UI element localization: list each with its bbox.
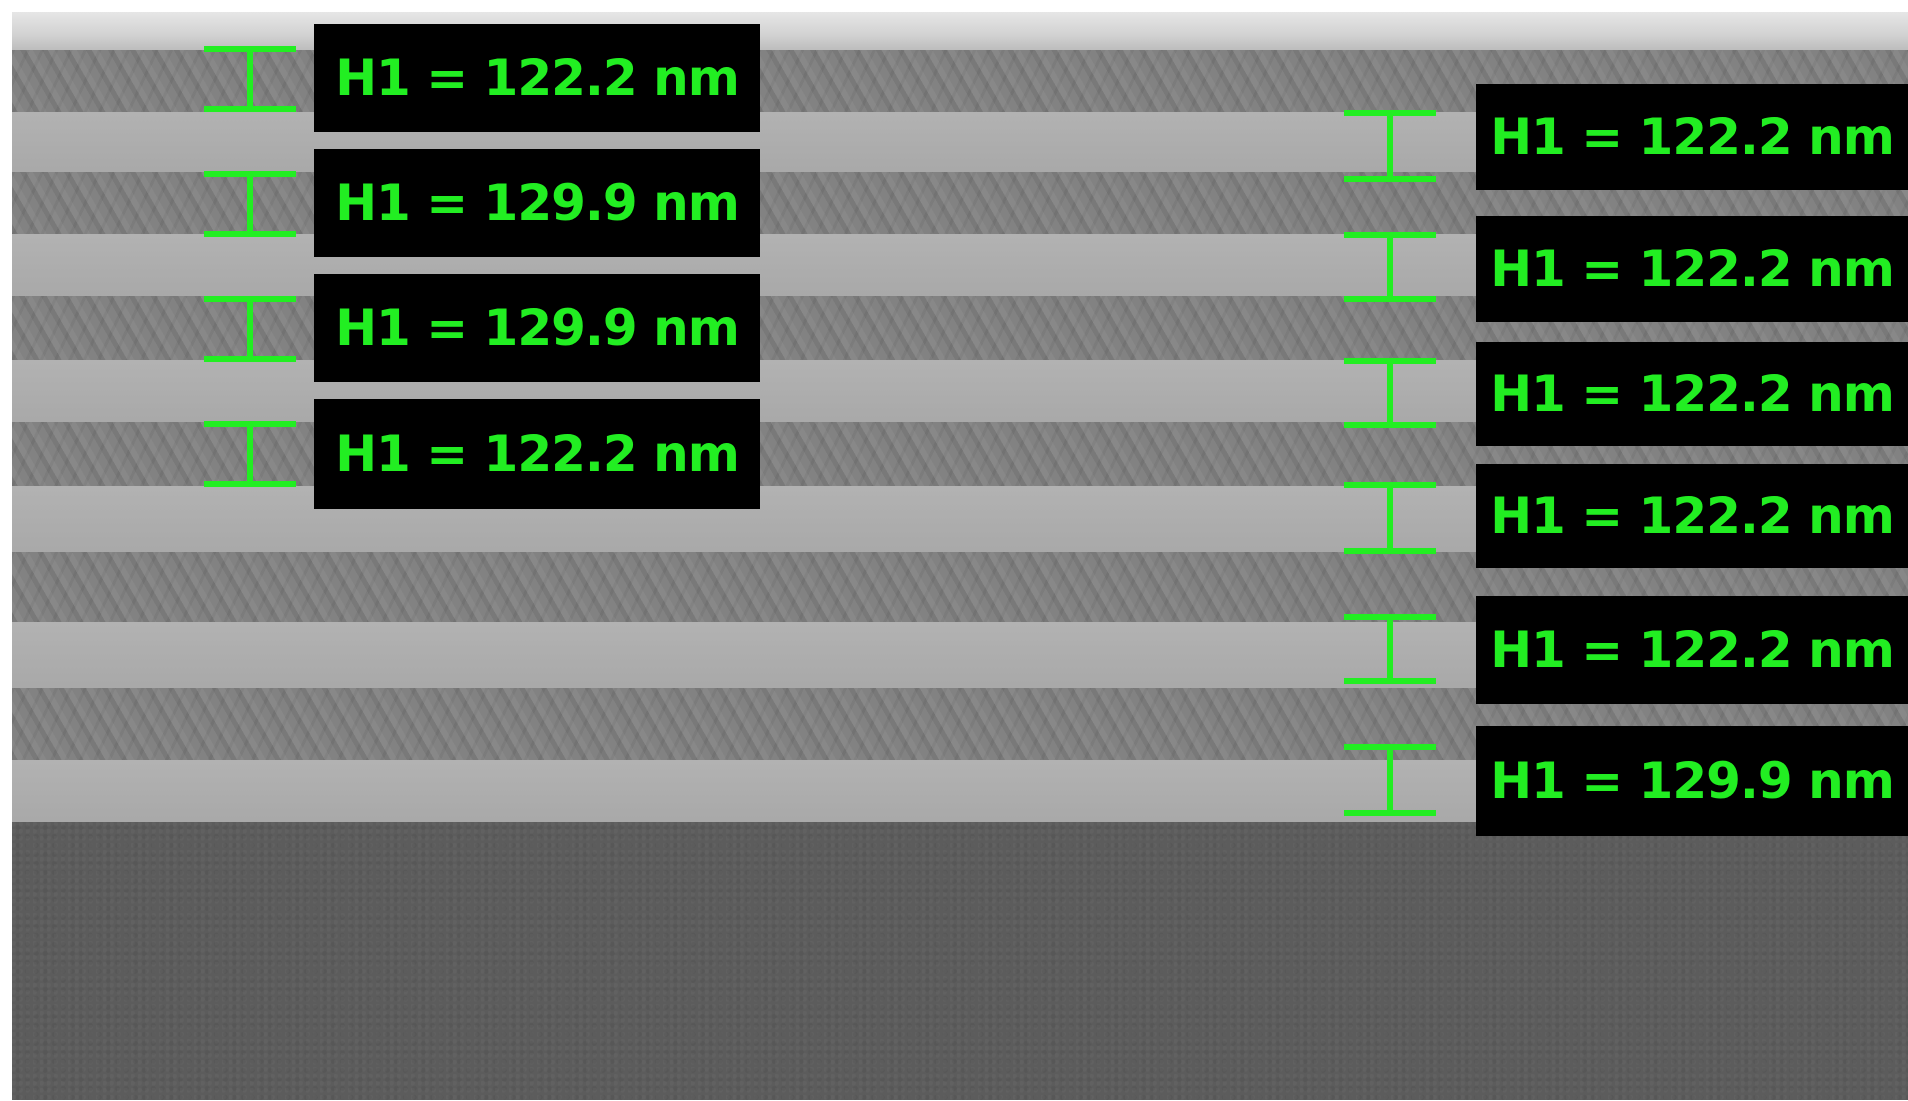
thickness-label-text: H1 = 122.2 nm [1490, 240, 1895, 298]
thickness-label: H1 = 122.2 nm [1476, 342, 1908, 446]
thickness-label-text: H1 = 122.2 nm [1490, 621, 1895, 679]
measurement-bracket [1344, 110, 1436, 182]
thickness-label: H1 = 122.2 nm [314, 399, 760, 509]
thickness-label: H1 = 122.2 nm [1476, 596, 1908, 704]
top-coating-layer [12, 12, 1908, 50]
measurement-bracket [204, 296, 296, 362]
thickness-label-text: H1 = 122.2 nm [1490, 108, 1895, 166]
thickness-label: H1 = 122.2 nm [314, 24, 760, 132]
measurement-bracket [1344, 482, 1436, 554]
measurement-bracket [204, 171, 296, 237]
thickness-label-text: H1 = 129.9 nm [335, 174, 740, 232]
substrate [12, 822, 1908, 1100]
thickness-label-text: H1 = 122.2 nm [1490, 487, 1895, 545]
measurement-bracket [1344, 614, 1436, 684]
measurement-bracket [204, 421, 296, 487]
measurement-bracket [1344, 358, 1436, 428]
measurement-bracket [1344, 744, 1436, 816]
thickness-label: H1 = 129.9 nm [1476, 726, 1908, 836]
thickness-label: H1 = 122.2 nm [1476, 84, 1908, 190]
thickness-label-text: H1 = 129.9 nm [1490, 752, 1895, 810]
measurement-bracket [1344, 232, 1436, 302]
measurement-bracket [204, 46, 296, 112]
thickness-label: H1 = 129.9 nm [314, 274, 760, 382]
thickness-label-text: H1 = 129.9 nm [335, 299, 740, 357]
thickness-label-text: H1 = 122.2 nm [335, 49, 740, 107]
thickness-label-text: H1 = 122.2 nm [335, 425, 740, 483]
thickness-label: H1 = 129.9 nm [314, 149, 760, 257]
thickness-label-text: H1 = 122.2 nm [1490, 365, 1895, 423]
thickness-label: H1 = 122.2 nm [1476, 464, 1908, 568]
thickness-label: H1 = 122.2 nm [1476, 216, 1908, 322]
